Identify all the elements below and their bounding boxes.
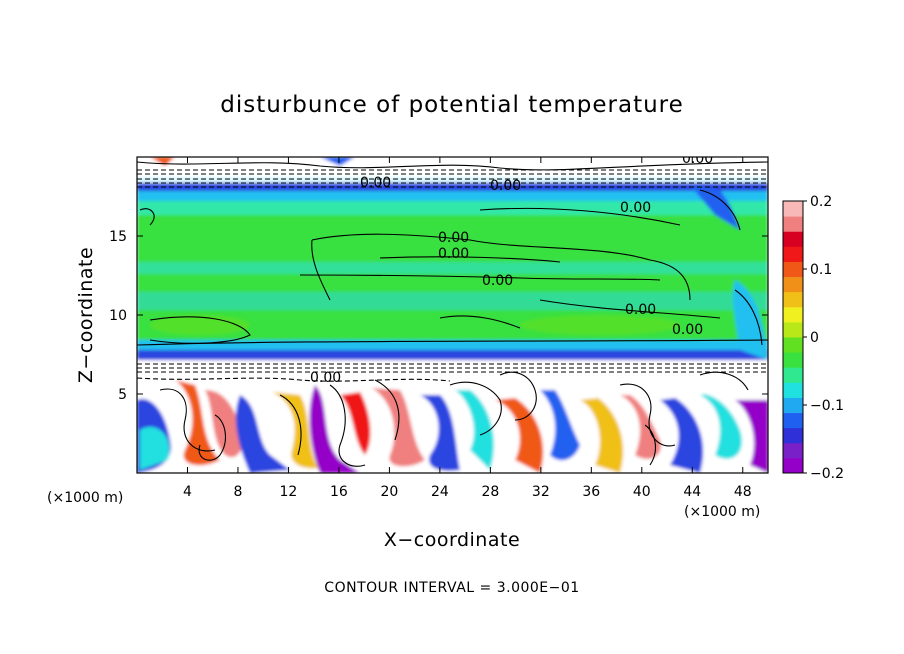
x-tick-label: 28 [481, 484, 499, 500]
colorbar-segment [783, 337, 803, 353]
contour-label: 0.00 [360, 175, 391, 191]
contour-label: 0.00 [482, 273, 513, 289]
contour-label-group: 0.00 0.00 0.00 0.00 0.00 0.00 0.00 0.00 … [310, 151, 713, 386]
colorbar-segment [783, 427, 803, 444]
x-axis-tick-labels: 4 8 12 16 20 24 28 32 36 40 44 48 [183, 484, 752, 500]
y-tick-label: 5 [118, 387, 127, 403]
chart-title: disturbunce of potential temperature [220, 92, 684, 118]
colorbar-segment [783, 291, 803, 308]
x-tick-label: 20 [380, 484, 398, 500]
y-axis-label: Z−coordinate [75, 247, 97, 383]
colorbar-segment [783, 442, 803, 459]
contour-label: 0.00 [682, 151, 713, 167]
colorbar-segment [783, 231, 803, 247]
x-tick-label: 40 [633, 484, 651, 500]
colorbar-tick-label: 0.2 [810, 194, 832, 210]
x-tick-label: 32 [532, 484, 550, 500]
x-unit-right: (×1000 m) [684, 504, 760, 520]
x-tick-label: 24 [431, 484, 449, 500]
x-tick-label: 36 [582, 484, 600, 500]
colorbar-segment [783, 352, 803, 368]
y-axis-ticks [137, 235, 768, 395]
x-axis-ticks [186, 157, 744, 473]
colorbar-tick-label: −0.2 [810, 466, 844, 482]
contour-label: 0.00 [490, 178, 521, 194]
colorbar-tick-label: −0.1 [810, 398, 844, 414]
colorbar-segment [783, 321, 803, 338]
x-tick-label: 8 [233, 484, 242, 500]
x-axis-label: X−coordinate [384, 529, 520, 551]
colorbar-segment [783, 306, 803, 323]
colorbar-tick-labels: 0.2 0.1 0 −0.1 −0.2 [803, 194, 844, 482]
x-tick-label: 12 [280, 484, 298, 500]
colorbar-segment [783, 261, 803, 278]
x-tick-label: 44 [683, 484, 701, 500]
plot-area: 0.00 0.00 0.00 0.00 0.00 0.00 0.00 0.00 … [137, 151, 768, 473]
colorbar-segment [783, 412, 803, 429]
contour-interval: CONTOUR INTERVAL = 3.000E−01 [324, 580, 579, 596]
x-tick-label: 4 [183, 484, 192, 500]
colorbar-segment [783, 367, 803, 383]
y-tick-label: 15 [109, 229, 127, 245]
colorbar [783, 201, 803, 474]
colorbar-segment [783, 457, 803, 474]
contour-label: 0.00 [625, 302, 656, 318]
y-tick-label: 10 [109, 308, 127, 324]
contour-lines [137, 161, 768, 467]
colorbar-segment [783, 397, 803, 414]
x-unit-left: (×1000 m) [47, 490, 123, 506]
colorbar-tick-label: 0.1 [810, 262, 832, 278]
colorbar-segment [783, 276, 803, 293]
x-tick-label: 16 [330, 484, 348, 500]
colorbar-segment [783, 246, 803, 262]
contour-label: 0.00 [672, 322, 703, 338]
field-fill [137, 157, 768, 473]
contour-label: 0.00 [438, 246, 469, 262]
y-axis-tick-labels: 5 10 15 [109, 229, 127, 403]
colorbar-segment [783, 216, 803, 232]
colorbar-segment [783, 201, 803, 217]
colorbar-segment [783, 382, 803, 398]
contour-label: 0.00 [620, 200, 651, 216]
contour-label: 0.00 [438, 230, 469, 246]
colorbar-tick-label: 0 [810, 330, 819, 346]
contour-label: 0.00 [310, 370, 341, 386]
x-tick-label: 48 [734, 484, 752, 500]
